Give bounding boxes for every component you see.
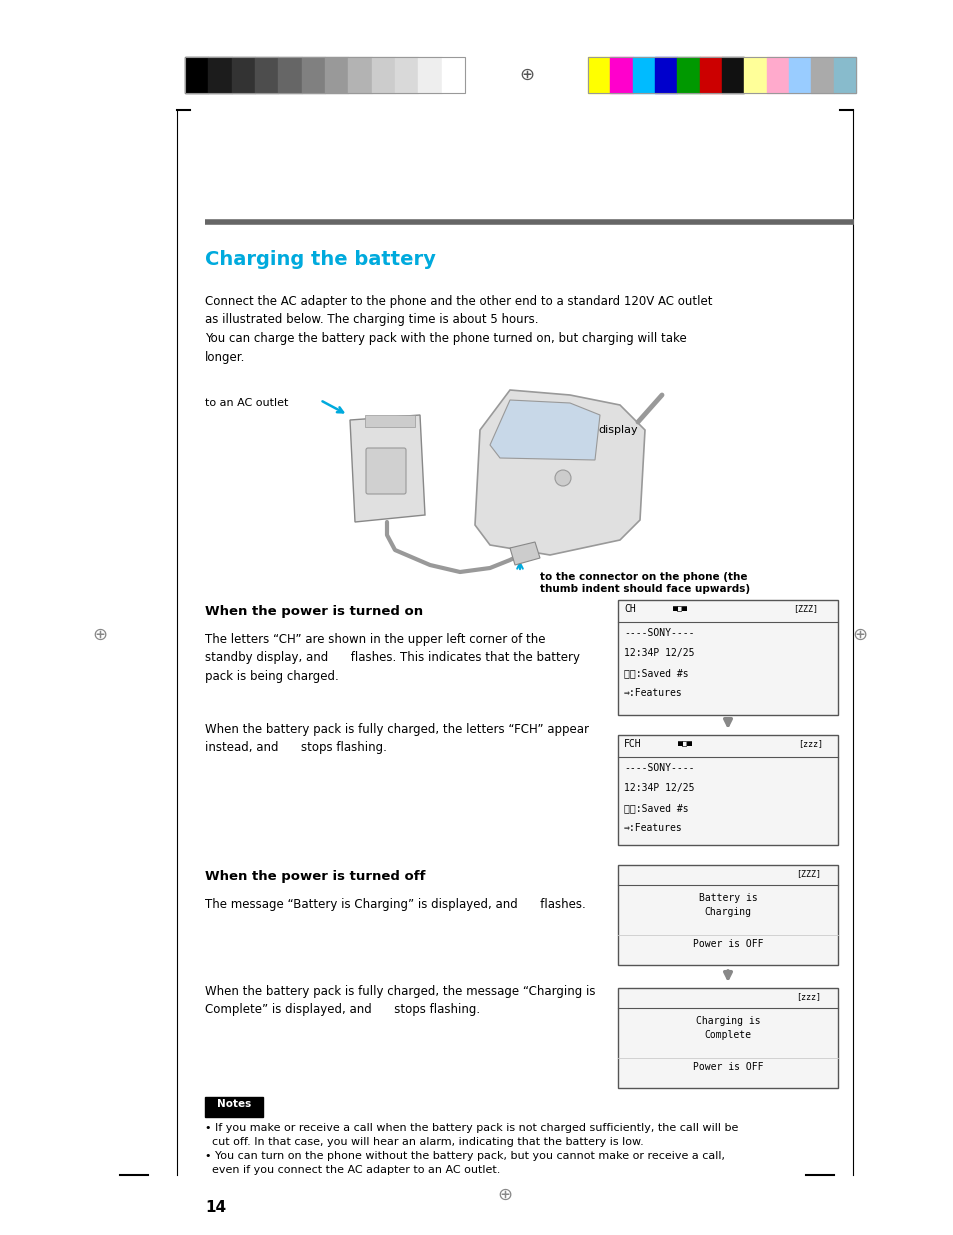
- Bar: [587, 57, 855, 93]
- Bar: [699, 57, 721, 93]
- Bar: [208, 57, 232, 93]
- Polygon shape: [475, 390, 644, 555]
- Text: to the connector on the phone (the
thumb indent should face upwards): to the connector on the phone (the thumb…: [539, 572, 749, 594]
- FancyBboxPatch shape: [618, 864, 837, 965]
- Text: • If you make or receive a call when the battery pack is not charged sufficientl: • If you make or receive a call when the…: [205, 1123, 738, 1174]
- Bar: [395, 57, 418, 93]
- Bar: [278, 57, 301, 93]
- Polygon shape: [510, 542, 539, 564]
- FancyBboxPatch shape: [366, 448, 406, 494]
- FancyBboxPatch shape: [205, 1097, 263, 1116]
- Polygon shape: [350, 415, 424, 522]
- Bar: [418, 57, 441, 93]
- Text: 〈〈:Saved #s: 〈〈:Saved #s: [623, 668, 688, 678]
- Text: display: display: [598, 425, 637, 435]
- Text: ----SONY----: ----SONY----: [623, 763, 694, 773]
- Text: Battery is
Charging: Battery is Charging: [698, 893, 757, 918]
- Text: ⊕: ⊕: [497, 1186, 512, 1204]
- Text: [ZZZ]: [ZZZ]: [792, 604, 817, 613]
- Bar: [348, 57, 372, 93]
- Bar: [587, 57, 610, 93]
- Text: ⊕: ⊕: [92, 626, 108, 643]
- Text: 〈〈:Saved #s: 〈〈:Saved #s: [623, 803, 688, 813]
- Bar: [721, 57, 743, 93]
- FancyBboxPatch shape: [618, 988, 837, 1088]
- Text: 12:34P 12/25: 12:34P 12/25: [623, 648, 694, 658]
- Circle shape: [555, 471, 571, 487]
- Polygon shape: [490, 400, 599, 459]
- Text: Power is OFF: Power is OFF: [692, 1062, 762, 1072]
- Text: ⊕: ⊕: [852, 626, 866, 643]
- Text: Notes: Notes: [216, 1099, 251, 1109]
- Bar: [325, 57, 348, 93]
- Text: ■□■: ■□■: [678, 739, 692, 748]
- Bar: [743, 57, 766, 93]
- Bar: [632, 57, 655, 93]
- Bar: [766, 57, 788, 93]
- Text: CH: CH: [623, 604, 635, 614]
- Text: Power is OFF: Power is OFF: [692, 939, 762, 948]
- Bar: [185, 57, 208, 93]
- Text: When the power is turned on: When the power is turned on: [205, 605, 423, 618]
- Text: ----SONY----: ----SONY----: [623, 629, 694, 638]
- Bar: [372, 57, 395, 93]
- Text: 12:34P 12/25: 12:34P 12/25: [623, 783, 694, 793]
- Text: Charging the battery: Charging the battery: [205, 249, 436, 269]
- Text: When the power is turned off: When the power is turned off: [205, 869, 425, 883]
- Text: ⊕: ⊕: [518, 65, 534, 84]
- Bar: [833, 57, 855, 93]
- Bar: [441, 57, 464, 93]
- Bar: [655, 57, 677, 93]
- Bar: [301, 57, 325, 93]
- Text: [zzz]: [zzz]: [795, 992, 821, 1002]
- Bar: [677, 57, 699, 93]
- Text: Charging is
Complete: Charging is Complete: [695, 1016, 760, 1040]
- FancyBboxPatch shape: [618, 600, 837, 715]
- Bar: [788, 57, 810, 93]
- Text: 14: 14: [205, 1200, 226, 1215]
- Bar: [610, 57, 632, 93]
- Text: [ZZZ]: [ZZZ]: [795, 869, 821, 878]
- Text: The letters “CH” are shown in the upper left corner of the
standby display, and : The letters “CH” are shown in the upper …: [205, 634, 579, 683]
- Text: ■□■: ■□■: [672, 604, 687, 613]
- Text: ⇒:Features: ⇒:Features: [623, 688, 682, 698]
- Bar: [232, 57, 254, 93]
- Bar: [365, 415, 415, 427]
- Bar: [810, 57, 833, 93]
- Text: FCH: FCH: [623, 739, 641, 748]
- Bar: [185, 57, 464, 93]
- Bar: [254, 57, 278, 93]
- Text: When the battery pack is fully charged, the letters “FCH” appear
instead, and   : When the battery pack is fully charged, …: [205, 722, 588, 755]
- Text: The message “Battery is Charging” is displayed, and      flashes.: The message “Battery is Charging” is dis…: [205, 898, 585, 911]
- Text: [zzz]: [zzz]: [797, 739, 822, 748]
- FancyBboxPatch shape: [618, 735, 837, 845]
- Text: to an AC outlet: to an AC outlet: [205, 398, 288, 408]
- Text: Connect the AC adapter to the phone and the other end to a standard 120V AC outl: Connect the AC adapter to the phone and …: [205, 295, 712, 363]
- Text: When the battery pack is fully charged, the message “Charging is
Complete” is di: When the battery pack is fully charged, …: [205, 986, 595, 1016]
- Text: ⇒:Features: ⇒:Features: [623, 823, 682, 832]
